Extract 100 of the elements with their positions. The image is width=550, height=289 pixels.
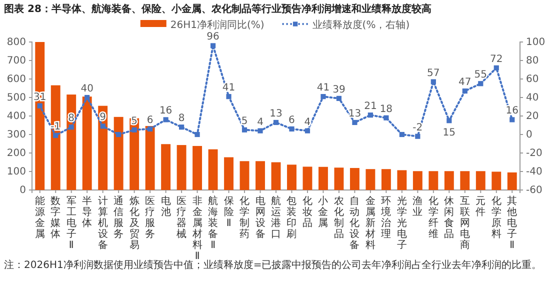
bar [271, 162, 281, 190]
x-tick-label: 自动化设备 [350, 195, 360, 251]
point [320, 94, 326, 100]
data-label: 96 [206, 32, 220, 43]
bar [192, 146, 202, 190]
y2-tick-label: 0 [526, 130, 532, 141]
point [179, 124, 184, 130]
bar [412, 171, 422, 190]
point [53, 132, 58, 138]
bar [98, 106, 108, 190]
data-label: 57 [427, 68, 440, 79]
bar [240, 161, 250, 190]
point [132, 127, 137, 132]
bar [507, 172, 517, 190]
data-label: 4 [257, 116, 264, 128]
bar [397, 170, 407, 190]
x-tick-label: 航运港口 [271, 195, 281, 240]
bar [476, 171, 486, 190]
bar [318, 166, 328, 190]
x-tick-label: 军工电子Ⅱ [66, 196, 76, 251]
point [462, 88, 468, 94]
bar [224, 157, 234, 190]
point [336, 96, 342, 101]
bar [428, 171, 438, 190]
x-tick-label: 航海装备Ⅱ [208, 195, 218, 251]
x-tick-label: 元件 [476, 196, 486, 218]
y2-tick-label: 60 [526, 74, 539, 86]
x-tick-label: 包装印刷 [286, 195, 297, 240]
text: 注：2026H1净利润数据使用业绩预告中值；业绩释放度=已披露中报预告的公司去年净利润占全行业去年净利润的比重。 [4, 259, 542, 271]
point [163, 117, 168, 122]
point [100, 124, 106, 129]
point [430, 79, 436, 84]
data-label: 8 [178, 113, 185, 124]
chart-title: 图表 28：半导体、航海装备、保险、小金属、农化制品等行业预告净利润增速和业绩释放度较高 [4, 3, 432, 15]
bar [114, 116, 124, 190]
x-tick-label: 互联网电商 [460, 196, 470, 251]
bar [66, 94, 76, 190]
y2-tick-label: -40 [526, 166, 542, 178]
data-label: 21 [364, 101, 377, 112]
x-tick-label: 小金属 [318, 195, 328, 229]
x-tick-label: 计算机设备 [98, 195, 108, 251]
data-label: -1 [50, 121, 61, 132]
y-tick-label: 700 [6, 56, 26, 67]
x-tick-label: 电池 [160, 195, 171, 218]
x-tick-label: 化学原料 [491, 195, 502, 240]
y-tick-label: 200 [6, 148, 26, 160]
point [415, 134, 420, 139]
data-label: 41 [222, 82, 236, 94]
point [273, 120, 279, 126]
data-label: 6 [288, 114, 295, 126]
data-label: 5 [241, 116, 248, 127]
point [510, 117, 515, 122]
data-label: 5 [131, 116, 138, 127]
bar [35, 42, 45, 190]
bar [50, 85, 60, 190]
point [194, 132, 200, 138]
y2-tick-label: -60 [526, 185, 542, 196]
data-label: 39 [332, 84, 346, 96]
data-label: 13 [270, 108, 282, 120]
point [37, 103, 42, 108]
point [478, 81, 484, 86]
x-tick-label: 医疗器械 [176, 196, 187, 240]
bar [287, 164, 296, 190]
data-label: 55 [474, 70, 488, 81]
data-label: 47 [458, 77, 472, 88]
bar [256, 161, 265, 190]
x-tick-label: 保险Ⅱ [224, 196, 234, 229]
data-label: 40 [80, 84, 94, 94]
x-tick-label: 化学纤维 [428, 195, 438, 240]
point [148, 126, 153, 132]
point [68, 124, 74, 130]
x-tick-label: 光学光电子 [396, 195, 407, 251]
data-label: 13 [348, 108, 362, 120]
y2-tick-label: 100 [526, 37, 546, 48]
bar [460, 171, 470, 190]
bar [208, 149, 218, 190]
x-tick-label: 非金属材料Ⅱ [191, 195, 202, 262]
bar [161, 144, 171, 190]
bar [381, 169, 391, 190]
point [258, 128, 263, 134]
x-tick-label: 半导体 [82, 195, 92, 229]
point [446, 118, 452, 124]
bar [82, 96, 92, 190]
point [399, 132, 404, 138]
x-tick-label: 其他电子Ⅱ [507, 195, 518, 251]
data-label: 72 [490, 54, 503, 65]
point [84, 94, 90, 100]
data-label: 18 [380, 104, 393, 115]
point [210, 43, 216, 48]
bar [444, 171, 454, 190]
data-label: 9 [100, 112, 106, 124]
point [352, 120, 358, 126]
y-tick-label: 0 [20, 185, 26, 196]
point [116, 132, 122, 138]
point [384, 115, 389, 120]
y2-tick-label: 40 [526, 92, 539, 104]
bar [176, 145, 186, 190]
data-label: 6 [146, 114, 154, 126]
bar [130, 118, 140, 190]
x-tick-label: 环境治理 [380, 196, 392, 240]
